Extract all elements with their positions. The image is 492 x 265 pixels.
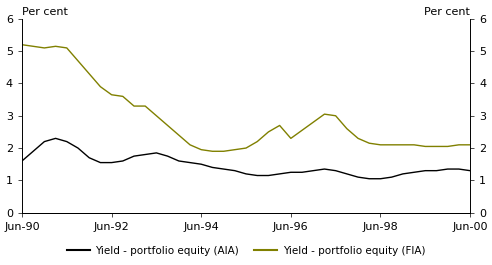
- Text: Per cent: Per cent: [22, 7, 68, 17]
- Legend: Yield - portfolio equity (AIA), Yield - portfolio equity (FIA): Yield - portfolio equity (AIA), Yield - …: [63, 241, 429, 260]
- Text: Per cent: Per cent: [424, 7, 470, 17]
